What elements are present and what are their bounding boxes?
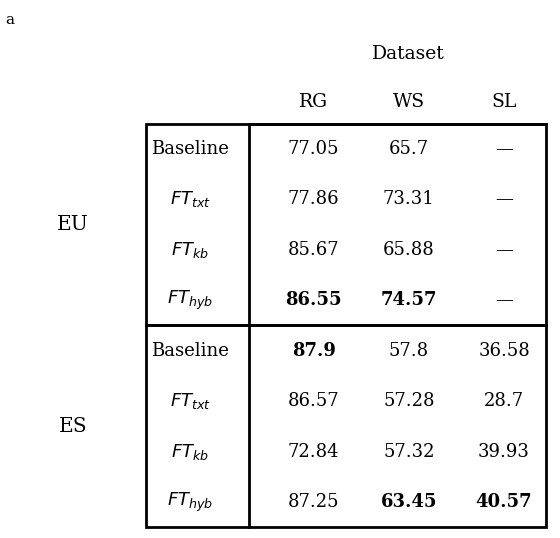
Text: 73.31: 73.31 [383, 190, 435, 208]
Text: 36.58: 36.58 [478, 342, 530, 360]
Text: Baseline: Baseline [151, 342, 230, 360]
Text: 65.88: 65.88 [383, 241, 435, 259]
Text: 77.86: 77.86 [288, 190, 339, 208]
Text: a: a [6, 13, 15, 27]
Text: 86.57: 86.57 [288, 392, 339, 410]
Text: $\mathit{FT}_{txt}$: $\mathit{FT}_{txt}$ [170, 189, 211, 209]
Text: SL: SL [491, 93, 517, 111]
Text: 28.7: 28.7 [484, 392, 524, 410]
Text: 72.84: 72.84 [288, 443, 339, 461]
Text: 77.05: 77.05 [288, 140, 339, 158]
Text: ES: ES [58, 417, 87, 436]
Text: $\mathit{FT}_{hyb}$: $\mathit{FT}_{hyb}$ [167, 491, 213, 514]
Text: 87.25: 87.25 [288, 493, 339, 511]
Text: 74.57: 74.57 [381, 291, 437, 309]
Text: $\mathit{FT}_{txt}$: $\mathit{FT}_{txt}$ [170, 391, 211, 411]
Text: —: — [495, 241, 513, 259]
Text: —: — [495, 291, 513, 309]
Text: 63.45: 63.45 [381, 493, 437, 511]
Text: 39.93: 39.93 [478, 443, 530, 461]
Text: 86.55: 86.55 [285, 291, 342, 309]
Text: $\mathit{FT}_{hyb}$: $\mathit{FT}_{hyb}$ [167, 289, 213, 312]
Text: —: — [495, 190, 513, 208]
Text: —: — [495, 140, 513, 158]
Text: EU: EU [57, 215, 88, 234]
Text: Dataset: Dataset [372, 45, 445, 63]
Text: 87.9: 87.9 [292, 342, 335, 360]
Text: 65.7: 65.7 [389, 140, 429, 158]
Text: 57.28: 57.28 [383, 392, 435, 410]
Text: WS: WS [393, 93, 425, 111]
Text: $\mathit{FT}_{kb}$: $\mathit{FT}_{kb}$ [171, 240, 209, 260]
Text: $\mathit{FT}_{kb}$: $\mathit{FT}_{kb}$ [171, 442, 209, 462]
Text: 57.8: 57.8 [389, 342, 429, 360]
Text: Baseline: Baseline [151, 140, 230, 158]
Text: 85.67: 85.67 [288, 241, 339, 259]
Text: 40.57: 40.57 [475, 493, 533, 511]
Text: RG: RG [299, 93, 328, 111]
Text: 57.32: 57.32 [383, 443, 435, 461]
